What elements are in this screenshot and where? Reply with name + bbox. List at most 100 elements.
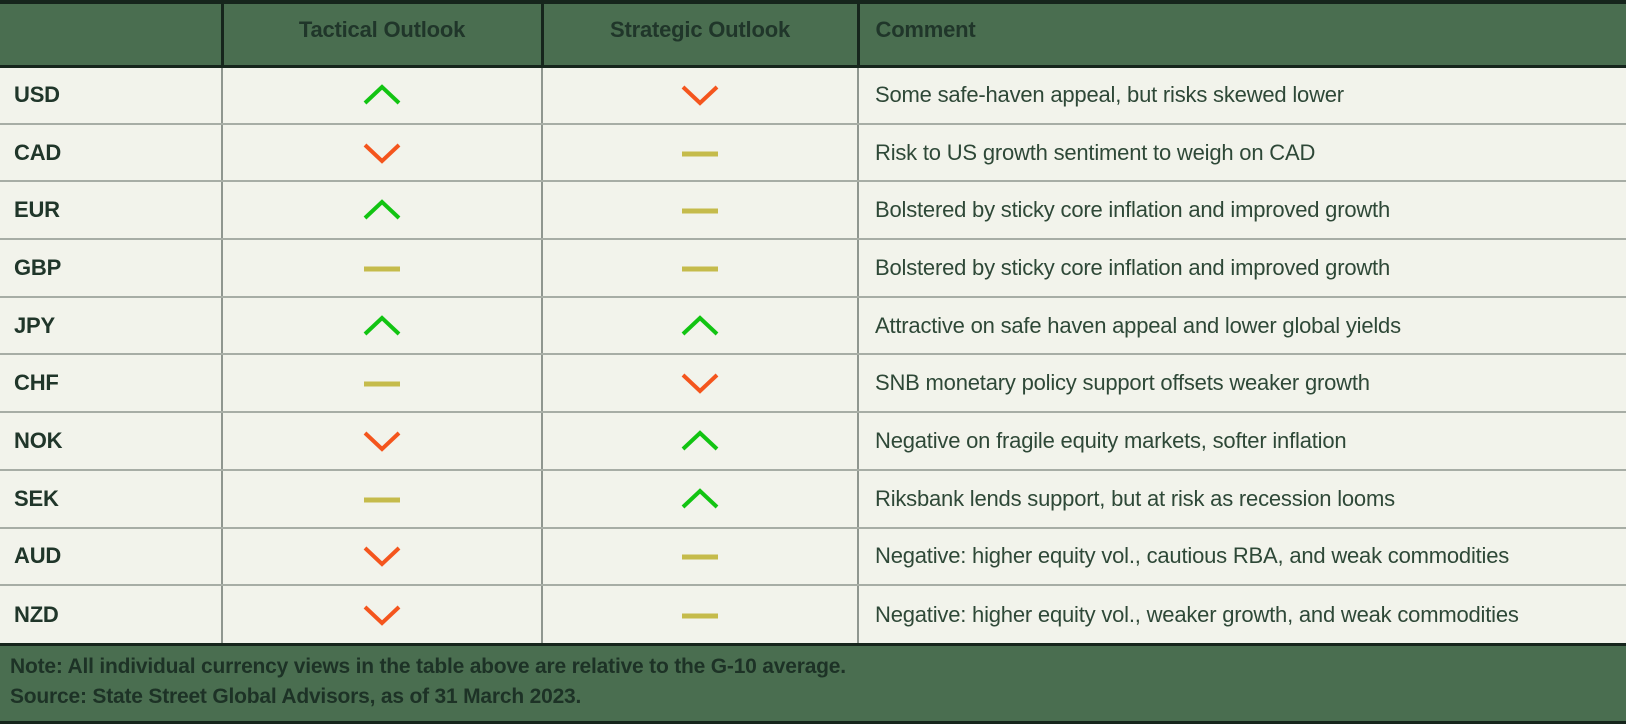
tactical-outlook-cell xyxy=(221,239,542,298)
currency-cell: GBP xyxy=(0,239,222,298)
currency-cell: AUD xyxy=(0,527,222,587)
currency-code: NZD xyxy=(14,601,59,627)
table-row: JPY Attractive on safe haven appeal and … xyxy=(0,296,1626,356)
up-chevron-icon xyxy=(680,487,720,510)
currency-cell: CHF xyxy=(0,354,222,414)
comment-cell: Bolstered by sticky core inflation and i… xyxy=(857,239,1626,298)
currency-cell: SEK xyxy=(0,469,222,529)
up-chevron-icon xyxy=(362,314,402,337)
header-strategic-outlook: Strategic Outlook xyxy=(540,2,858,68)
currency-code: SEK xyxy=(14,485,59,511)
down-chevron-icon xyxy=(680,84,720,106)
currency-code: EUR xyxy=(14,197,60,223)
comment-text: Attractive on safe haven appeal and lowe… xyxy=(875,312,1401,338)
strategic-outlook-cell xyxy=(541,296,858,356)
strategic-outlook-cell xyxy=(541,585,858,643)
comment-text: Risk to US growth sentiment to weigh on … xyxy=(875,139,1316,165)
comment-cell: Attractive on safe haven appeal and lowe… xyxy=(857,296,1626,356)
up-chevron-icon xyxy=(680,430,720,452)
source-text: Source: State Street Global Advisors, as… xyxy=(10,684,582,708)
note-text: Note: All individual currency views in t… xyxy=(10,654,846,678)
up-chevron-icon xyxy=(362,84,402,106)
tactical-outlook-cell xyxy=(221,66,542,125)
strategic-outlook-cell xyxy=(541,66,858,125)
dash-icon xyxy=(680,142,720,164)
table-body: USD Some safe-haven appeal, but risks sk… xyxy=(0,66,1626,643)
table-row: USD Some safe-haven appeal, but risks sk… xyxy=(0,66,1626,125)
strategic-outlook-cell xyxy=(541,412,858,471)
tactical-outlook-cell xyxy=(221,585,542,643)
currency-cell: CAD xyxy=(0,123,222,183)
dash-icon xyxy=(680,199,720,221)
strategic-outlook-cell xyxy=(541,123,858,183)
table-row: AUD Negative: higher equity vol., cautio… xyxy=(0,527,1626,587)
tactical-outlook-cell xyxy=(221,354,542,414)
currency-cell: EUR xyxy=(0,181,222,241)
table-row: CAD Risk to US growth sentiment to weigh… xyxy=(0,123,1626,183)
dash-icon xyxy=(680,257,720,279)
down-chevron-icon xyxy=(362,142,402,164)
table-row: SEK Riksbank lends support, but at risk … xyxy=(0,469,1626,529)
tactical-outlook-cell xyxy=(221,296,542,356)
currency-outlook-table: Tactical Outlook Strategic Outlook Comme… xyxy=(0,0,1626,643)
comment-text: Riksbank lends support, but at risk as r… xyxy=(875,485,1395,511)
currency-code: NOK xyxy=(14,427,63,453)
strategic-outlook-cell xyxy=(541,469,858,529)
table-row: EUR Bolstered by sticky core inflation a… xyxy=(0,181,1626,241)
comment-cell: Negative on fragile equity markets, soft… xyxy=(857,412,1626,471)
currency-code: CHF xyxy=(14,370,59,396)
comment-cell: Bolstered by sticky core inflation and i… xyxy=(857,181,1626,241)
currency-code: AUD xyxy=(14,543,62,569)
comment-text: Bolstered by sticky core inflation and i… xyxy=(875,197,1391,223)
comment-text: Negative: higher equity vol., cautious R… xyxy=(875,543,1510,569)
currency-cell: NOK xyxy=(0,412,222,471)
comment-text: SNB monetary policy support offsets weak… xyxy=(875,370,1370,396)
comment-cell: Riksbank lends support, but at risk as r… xyxy=(857,469,1626,529)
down-chevron-icon xyxy=(362,604,402,626)
table-row: NZD Negative: higher equity vol., weaker… xyxy=(0,585,1626,643)
dash-icon xyxy=(362,488,402,510)
up-chevron-icon xyxy=(362,199,402,221)
up-chevron-icon xyxy=(680,314,720,337)
table-header: Tactical Outlook Strategic Outlook Comme… xyxy=(0,2,1626,68)
header-comment: Comment xyxy=(856,2,1626,68)
down-chevron-icon xyxy=(362,430,402,452)
table-row: NOK Negative on fragile equity markets, … xyxy=(0,412,1626,471)
strategic-outlook-cell xyxy=(541,181,858,241)
currency-cell: USD xyxy=(0,66,222,125)
currency-code: JPY xyxy=(14,312,55,338)
header-currency xyxy=(0,2,222,68)
comment-cell: Risk to US growth sentiment to weigh on … xyxy=(857,123,1626,183)
tactical-outlook-cell xyxy=(221,123,542,183)
table-row: CHF SNB monetary policy support offsets … xyxy=(0,354,1626,414)
tactical-outlook-cell xyxy=(221,412,542,471)
dash-icon xyxy=(680,604,720,626)
tactical-outlook-cell xyxy=(221,527,542,587)
currency-cell: NZD xyxy=(0,585,222,643)
strategic-outlook-cell xyxy=(541,527,858,587)
tactical-outlook-cell xyxy=(221,469,542,529)
comment-cell: Some safe-haven appeal, but risks skewed… xyxy=(857,66,1626,125)
dash-icon xyxy=(362,257,402,279)
header-tactical-outlook: Tactical Outlook xyxy=(220,2,542,68)
currency-code: CAD xyxy=(14,139,62,165)
currency-code: USD xyxy=(14,82,60,108)
comment-cell: Negative: higher equity vol., cautious R… xyxy=(857,527,1626,587)
currency-code: GBP xyxy=(14,254,62,280)
dash-icon xyxy=(362,372,402,394)
comment-text: Bolstered by sticky core inflation and i… xyxy=(875,254,1391,280)
strategic-outlook-cell xyxy=(541,354,858,414)
down-chevron-icon xyxy=(680,372,720,395)
table-footnote: Note: All individual currency views in t… xyxy=(0,642,1626,724)
comment-text: Negative: higher equity vol., weaker gro… xyxy=(875,601,1519,627)
header-row: Tactical Outlook Strategic Outlook Comme… xyxy=(0,2,1626,68)
down-chevron-icon xyxy=(362,545,402,568)
comment-text: Negative on fragile equity markets, soft… xyxy=(875,427,1347,453)
dash-icon xyxy=(680,545,720,567)
strategic-outlook-cell xyxy=(541,239,858,298)
comment-cell: SNB monetary policy support offsets weak… xyxy=(857,354,1626,414)
comment-text: Some safe-haven appeal, but risks skewed… xyxy=(875,82,1344,108)
tactical-outlook-cell xyxy=(221,181,542,241)
table-row: GBP Bolstered by sticky core inflation a… xyxy=(0,239,1626,298)
